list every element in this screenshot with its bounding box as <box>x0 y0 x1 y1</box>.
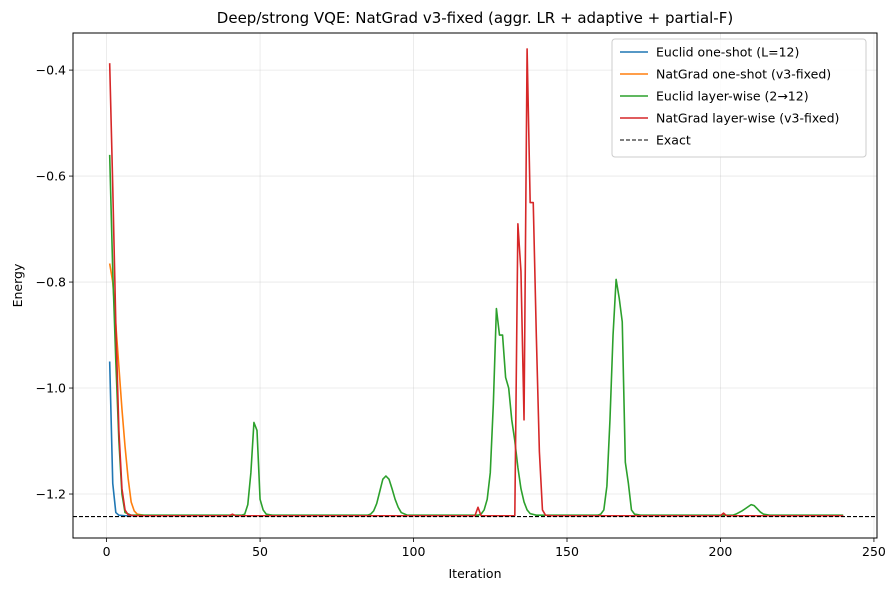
legend-box <box>611 38 867 158</box>
x-axis-label: Iteration <box>448 566 501 581</box>
x-tick-label: 200 <box>709 544 733 559</box>
x-tick-label: 100 <box>402 544 426 559</box>
series-layer <box>73 48 877 518</box>
legend-entry: Euclid one-shot (L=12) <box>656 45 799 60</box>
x-tick-label: 0 <box>103 544 111 559</box>
y-tick-label: −0.4 <box>36 63 66 78</box>
y-tick-label: −0.8 <box>36 275 66 290</box>
legend-entry: NatGrad one-shot (v3-fixed) <box>656 67 831 82</box>
chart-title: Deep/strong VQE: NatGrad v3-fixed (aggr.… <box>217 9 733 27</box>
legend-entry: Exact <box>656 133 691 148</box>
legend: Euclid one-shot (L=12) NatGrad one-shot (… <box>611 38 867 158</box>
legend-entry: NatGrad layer-wise (v3-fixed) <box>656 111 839 126</box>
y-axis-label: Energy <box>10 263 25 307</box>
legend-entry: Euclid layer-wise (2→12) <box>656 89 809 104</box>
series-line-3 <box>108 48 844 517</box>
y-tick-label: −0.6 <box>36 169 66 184</box>
x-tick-label: 250 <box>862 544 886 559</box>
plot-frame <box>72 32 878 539</box>
x-tick-label: 50 <box>252 544 268 559</box>
x-tick-label: 150 <box>555 544 579 559</box>
y-tick-label: −1.0 <box>36 381 66 396</box>
y-tick-label: −1.2 <box>36 487 66 502</box>
axis-ticks: 0 50 100 150 200 250 −1.2 −1.0 −0.8 −0.6 −0.4 <box>36 63 886 559</box>
